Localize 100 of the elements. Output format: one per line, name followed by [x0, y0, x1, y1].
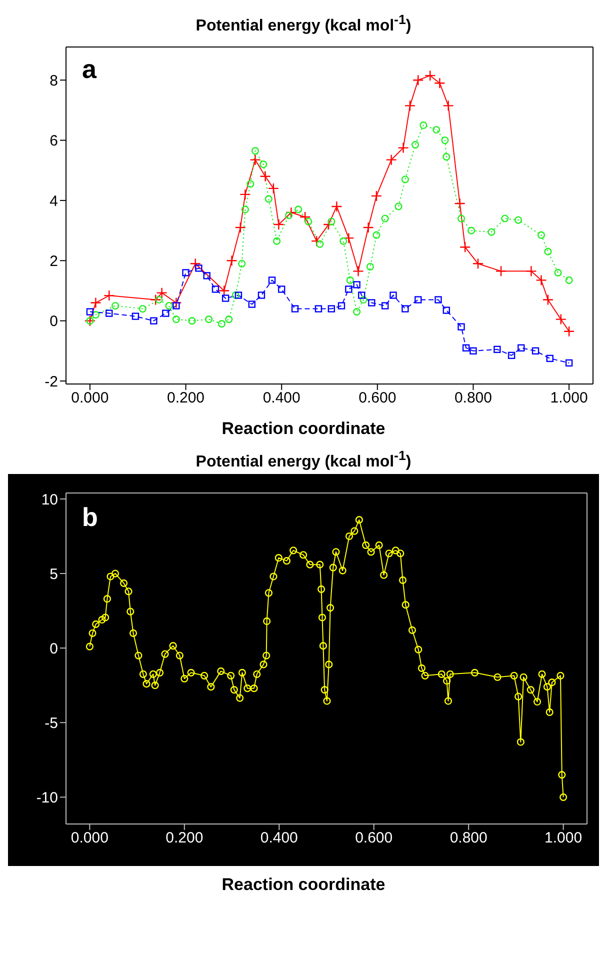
x-tick-label: 0.200: [167, 390, 205, 407]
point: [104, 290, 115, 302]
point: [170, 297, 182, 308]
point: [536, 274, 547, 286]
point: [412, 74, 424, 86]
point: [554, 268, 562, 276]
point: [501, 214, 509, 222]
point: [268, 276, 276, 284]
point: [162, 310, 170, 317]
x-tick-label: 1.000: [550, 390, 588, 407]
point: [246, 180, 254, 188]
point: [518, 344, 525, 352]
point: [328, 218, 336, 226]
point: [494, 346, 501, 353]
point: [299, 211, 311, 223]
y-tick-label: -5: [44, 714, 58, 732]
y-tick-label: 8: [50, 72, 58, 90]
point: [291, 305, 299, 312]
point: [264, 195, 272, 203]
point: [353, 281, 360, 288]
point: [240, 188, 251, 200]
point: [286, 206, 297, 218]
point: [414, 296, 422, 304]
point: [544, 248, 552, 256]
point: [434, 296, 442, 304]
point: [526, 266, 537, 277]
chart-title: Potential energy (kcal mol$^{-1}$): [194, 447, 412, 472]
point: [304, 218, 312, 226]
point: [360, 296, 368, 304]
point: [316, 240, 324, 248]
y-tick-label: 4: [50, 192, 58, 210]
point: [156, 287, 168, 298]
point: [234, 292, 242, 299]
x-axis-title: Reaction coordinate: [220, 874, 386, 896]
point: [546, 354, 554, 362]
point: [555, 314, 566, 325]
x-axis-title: Reaction coordinate: [220, 418, 386, 440]
point: [92, 310, 100, 319]
x-tick-label: 0.600: [358, 390, 396, 407]
point: [225, 316, 233, 324]
point: [172, 302, 180, 310]
point: [495, 266, 507, 277]
point: [260, 160, 268, 168]
point: [352, 266, 364, 277]
x-tick-label: 0.400: [260, 830, 298, 847]
point: [424, 70, 436, 82]
point: [488, 228, 496, 236]
point: [537, 231, 546, 239]
point: [542, 294, 554, 306]
point: [132, 312, 140, 320]
point: [340, 237, 348, 245]
point: [112, 302, 120, 310]
point: [362, 222, 374, 234]
point: [294, 206, 302, 214]
point: [368, 299, 376, 306]
x-tick-label: 0.800: [450, 830, 488, 847]
point: [358, 292, 366, 299]
point: [278, 286, 286, 293]
point: [331, 200, 342, 212]
point: [150, 317, 158, 324]
point: [432, 126, 440, 134]
point: [195, 264, 202, 272]
point: [268, 182, 280, 194]
point: [204, 316, 213, 324]
point: [248, 300, 256, 308]
point: [314, 305, 322, 312]
point: [532, 347, 540, 354]
point: [470, 347, 477, 354]
point: [251, 147, 260, 155]
x-tick-label: 0.600: [355, 830, 393, 847]
point: [234, 222, 246, 234]
point: [390, 292, 397, 299]
point: [218, 285, 230, 296]
point: [353, 308, 361, 316]
point: [514, 216, 522, 224]
point: [345, 286, 352, 293]
point: [457, 214, 466, 222]
point: [565, 359, 573, 367]
point: [370, 190, 382, 202]
point: [442, 100, 454, 112]
point: [241, 206, 249, 214]
point: [226, 255, 238, 266]
point: [441, 136, 449, 144]
point: [343, 232, 354, 244]
point: [172, 316, 180, 324]
point: [273, 237, 281, 245]
point: [155, 296, 163, 304]
point: [563, 326, 575, 337]
point: [232, 291, 240, 300]
point: [472, 258, 484, 270]
point: [273, 218, 284, 230]
point: [402, 305, 409, 312]
point: [394, 202, 402, 210]
y-tick-label: 6: [50, 132, 58, 150]
point: [346, 276, 354, 284]
point: [565, 276, 573, 284]
point: [90, 297, 102, 308]
point: [328, 305, 336, 312]
point: [401, 176, 409, 184]
chart-title: Potential energy (kcal mol$^{-1}$): [194, 11, 412, 36]
